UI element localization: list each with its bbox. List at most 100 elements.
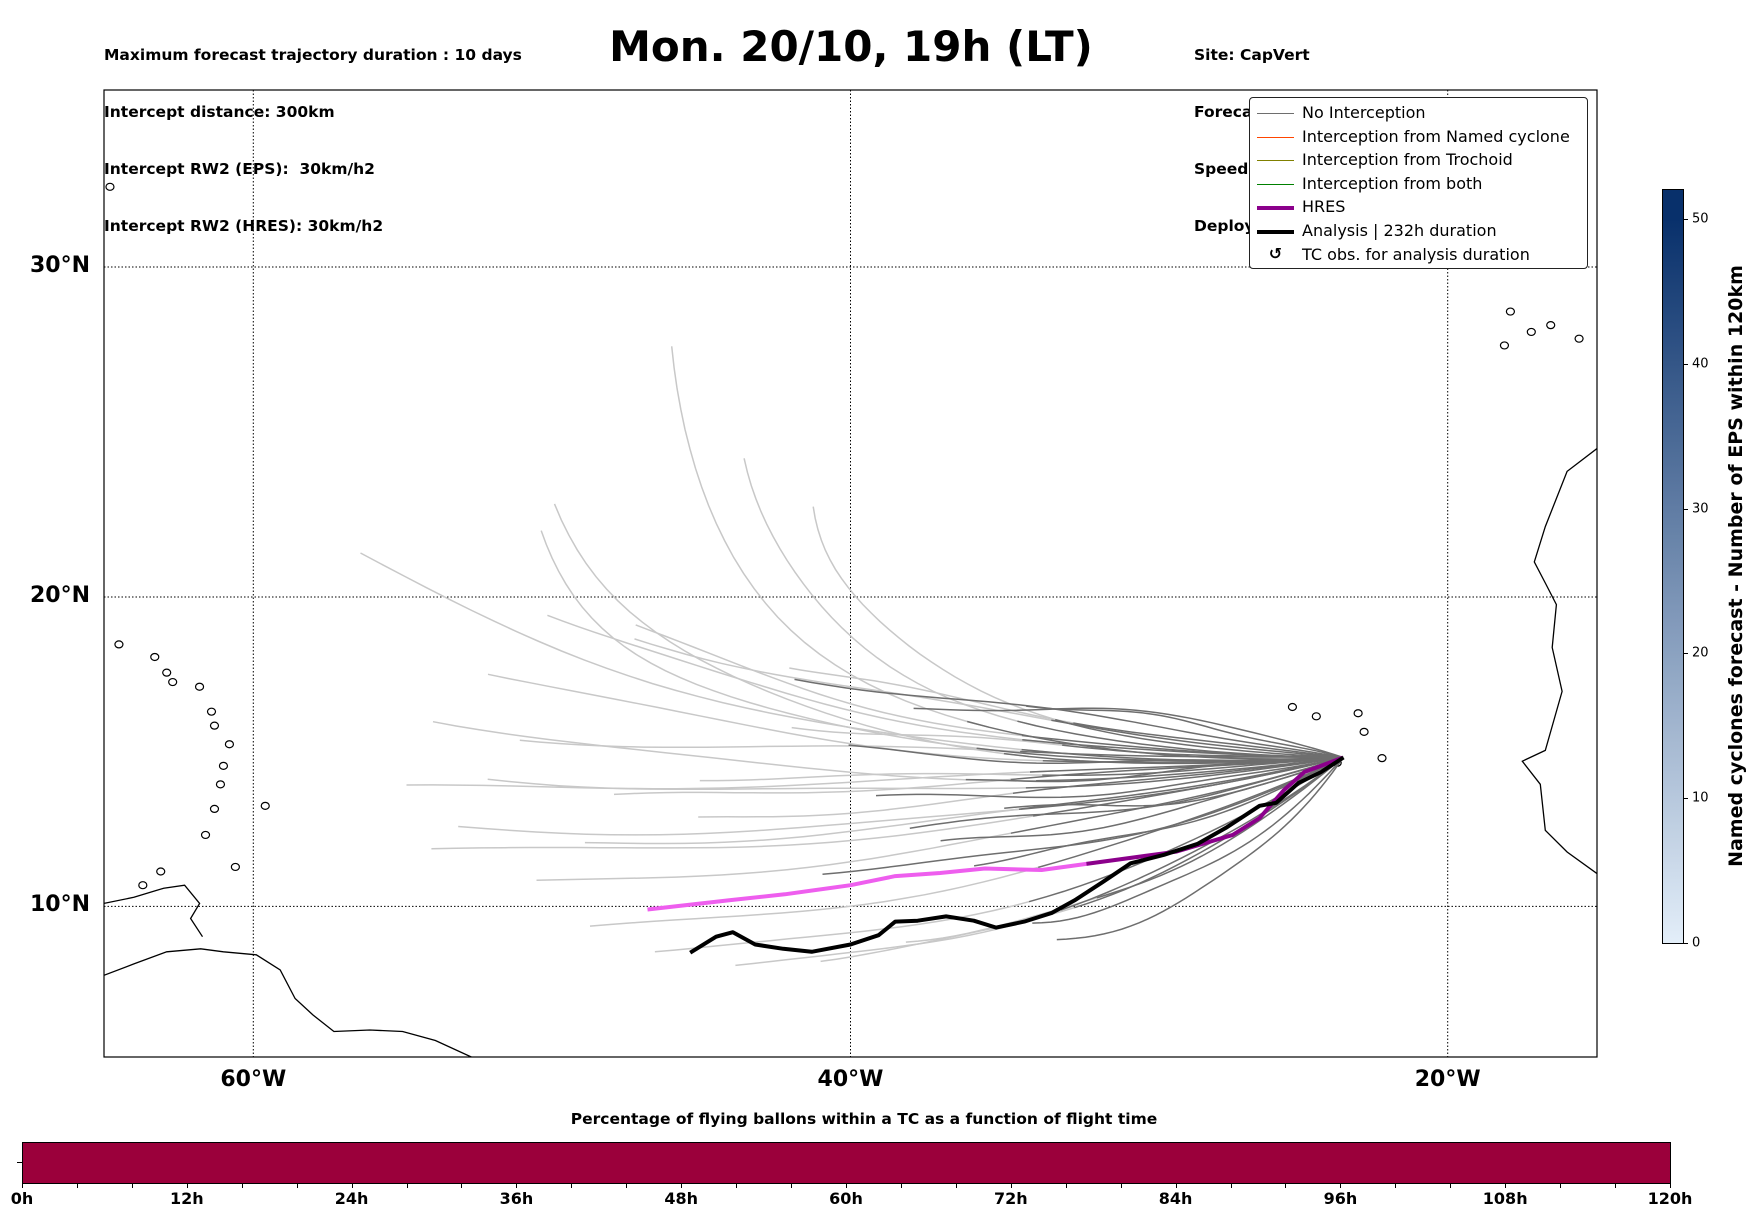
coastline [104, 948, 472, 1057]
ensemble-track-far [635, 624, 1022, 737]
colorbar-tick-label: 30 [1692, 501, 1709, 517]
time-tick-label: 120h [1647, 1189, 1693, 1208]
time-tick [1175, 1183, 1177, 1188]
island [215, 780, 226, 789]
time-tick [351, 1183, 353, 1188]
lat-label: 30°N [29, 253, 90, 279]
ensemble-track-far [634, 638, 1052, 721]
island [194, 682, 205, 691]
time-tick [406, 1183, 408, 1188]
island [218, 761, 229, 770]
ensemble-track-near [1022, 738, 1344, 759]
time-tick [76, 1183, 78, 1188]
island [168, 677, 178, 687]
time-tick [296, 1183, 298, 1188]
tc-obs-marker-icon: ↺ [1268, 243, 1283, 263]
colorbar-tick [1683, 943, 1688, 944]
ensemble-track-near [1096, 756, 1344, 899]
time-tick [900, 1183, 902, 1188]
hres-track-far [647, 861, 1087, 912]
ensemble-track-near [1074, 756, 1344, 909]
legend-item: Interception from Trochoid [1250, 149, 1587, 172]
time-tick [736, 1183, 738, 1188]
time-tick [516, 1183, 518, 1188]
island [1353, 709, 1363, 718]
ensemble-track-far [789, 667, 1074, 724]
time-tick [1505, 1183, 1507, 1188]
coastlines [104, 182, 1597, 1057]
legend-item: ↺ TC obs. for analysis duration [1250, 244, 1587, 267]
ensemble-track-far [431, 811, 1056, 850]
ensemble-track-far [654, 900, 1030, 953]
island [230, 862, 240, 872]
time-tick [626, 1183, 628, 1188]
ensemble-track-near [822, 756, 1344, 875]
colorbar-tick-label: 40 [1692, 356, 1709, 372]
time-tick [1120, 1183, 1122, 1188]
ensemble-track-far [812, 506, 1072, 725]
ensemble-track-near [1033, 756, 1344, 817]
time-tick [571, 1183, 573, 1188]
ensemble-track-far [735, 909, 1062, 967]
legend-item: Analysis | 232h duration [1250, 220, 1587, 243]
ensemble-track-near [1018, 756, 1344, 810]
ensemble-track-near [875, 756, 1344, 799]
ensemble-track-far [519, 739, 1021, 753]
analysis-track [689, 755, 1345, 955]
legend-label: TC obs. for analysis duration [1302, 244, 1530, 264]
ensemble-track-far [791, 726, 1063, 746]
ensemble-track-near [1054, 718, 1344, 759]
graticule [104, 90, 1597, 1057]
colorbar-tick [1683, 363, 1688, 365]
time-tick-label: 12h [169, 1189, 204, 1208]
time-tick-label: 96h [1323, 1189, 1358, 1208]
island [156, 867, 166, 876]
time-tick [955, 1183, 957, 1188]
time-tick [1285, 1183, 1287, 1188]
ensemble-track-near [1026, 705, 1344, 759]
ensemble-track-far [360, 552, 1048, 753]
time-tick [461, 1183, 463, 1188]
legend-label: Interception from both [1302, 173, 1483, 193]
lon-label: 20°W [1414, 1067, 1481, 1092]
time-tick-label: 60h [829, 1189, 863, 1208]
header-left: Maximum forecast trajectory duration : 1… [104, 8, 522, 255]
time-tick-label: 24h [334, 1189, 369, 1208]
island [150, 652, 160, 662]
time-tick [186, 1183, 188, 1188]
colorbar-tick-label: 0 [1692, 935, 1701, 951]
coastline [104, 884, 204, 938]
page-title: Mon. 20/10, 19h (LT) [609, 22, 1093, 71]
time-bar-ytick [17, 1162, 22, 1163]
legend-label: Interception from Named cyclone [1302, 126, 1570, 146]
map-frame [103, 89, 1598, 1058]
ensemble-track-near [848, 744, 1344, 764]
legend-label: Analysis | 232h duration [1302, 221, 1497, 240]
ensemble-track-far [670, 346, 990, 729]
ensemble-track-far [432, 720, 1059, 782]
ensemble-track-near [909, 756, 1344, 829]
ensemble-track-near [1051, 719, 1344, 759]
time-tick [1560, 1183, 1562, 1188]
island [224, 740, 235, 749]
colorbar-tick [1683, 218, 1688, 220]
ensemble-track-far [487, 673, 1064, 763]
island [1377, 754, 1387, 763]
island [209, 804, 220, 814]
ensemble-track-near [965, 756, 1344, 783]
time-tick [1340, 1183, 1342, 1188]
island [105, 182, 115, 191]
island [206, 707, 217, 716]
lat-label: 10°N [29, 892, 90, 918]
time-tick [1450, 1183, 1452, 1188]
lon-label: 40°W [817, 1067, 884, 1092]
ensemble-track-far [406, 770, 1054, 790]
time-tick [1670, 1183, 1671, 1188]
island [1287, 702, 1298, 712]
island [1526, 327, 1536, 337]
ensemble-track-near [1032, 756, 1344, 924]
coastline [1521, 447, 1597, 875]
ensemble-track-far [536, 832, 1012, 881]
time-tick [681, 1183, 683, 1188]
